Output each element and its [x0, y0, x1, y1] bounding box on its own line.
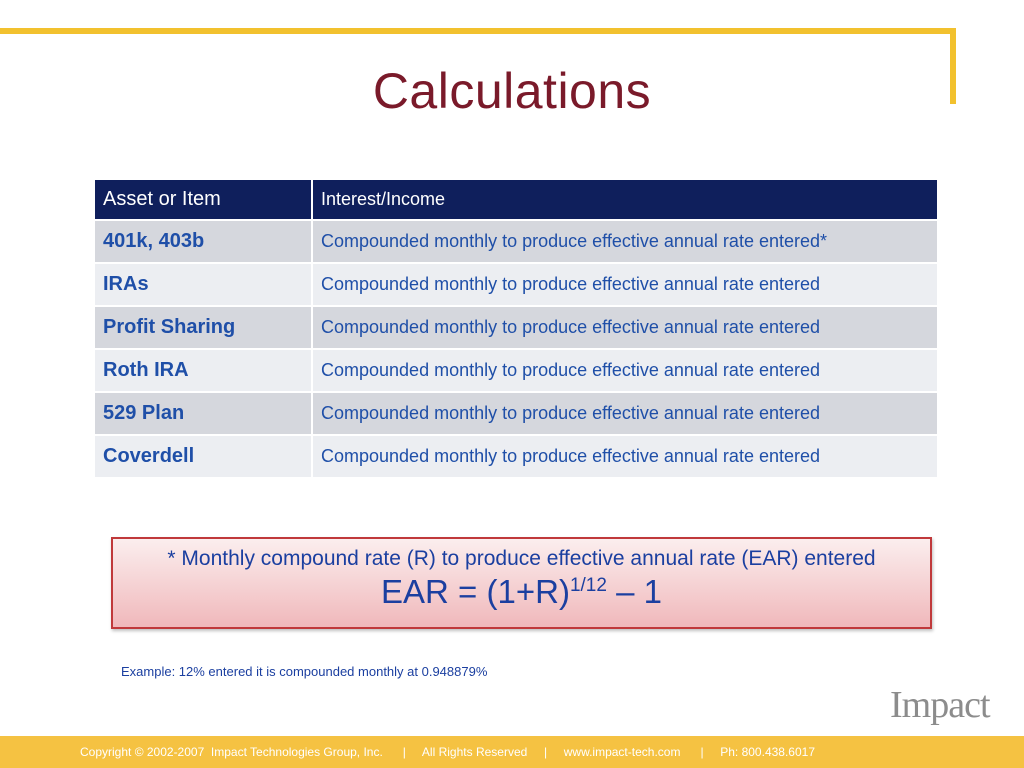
row-item: 401k, 403b	[95, 220, 313, 264]
row-interest: Compounded monthly to produce effective …	[312, 349, 939, 393]
ear-formula: EAR = (1+R)1/12 – 1	[113, 573, 930, 611]
formula-tail: – 1	[606, 573, 662, 610]
formula-base: EAR = (1+R)	[381, 573, 570, 610]
row-item: IRAs	[95, 263, 313, 307]
table-row: 529 Plan Compounded monthly to produce e…	[95, 392, 939, 436]
example-text: Example: 12% entered it is compounded mo…	[121, 664, 488, 679]
row-interest: Compounded monthly to produce effective …	[312, 435, 939, 479]
table-row: Roth IRA Compounded monthly to produce e…	[95, 349, 939, 393]
table-row: 401k, 403b Compounded monthly to produce…	[95, 220, 939, 264]
row-interest: Compounded monthly to produce effective …	[312, 392, 939, 436]
top-accent-rule-drop	[950, 28, 956, 104]
table-row: Profit Sharing Compounded monthly to pro…	[95, 306, 939, 350]
header-asset-or-item: Asset or Item	[95, 180, 313, 221]
formula-exponent: 1/12	[569, 575, 607, 596]
row-item: Profit Sharing	[95, 306, 313, 350]
row-interest: Compounded monthly to produce effective …	[312, 263, 939, 307]
footer-text: Copyright © 2002-2007 Impact Technologie…	[80, 745, 815, 759]
header-interest-income: Interest/Income	[312, 180, 939, 221]
row-item: 529 Plan	[95, 392, 313, 436]
table-row: Coverdell Compounded monthly to produce …	[95, 435, 939, 479]
impact-logo: Impact	[890, 684, 991, 726]
table-row: IRAs Compounded monthly to produce effec…	[95, 263, 939, 307]
row-item: Roth IRA	[95, 349, 313, 393]
table-header-row: Asset or Item Interest/Income	[95, 180, 939, 221]
row-interest: Compounded monthly to produce effective …	[312, 220, 939, 264]
calculations-table: Asset or Item Interest/Income 401k, 403b…	[95, 180, 939, 479]
slide-title: Calculations	[372, 63, 652, 119]
row-interest: Compounded monthly to produce effective …	[312, 306, 939, 350]
note-text: * Monthly compound rate (R) to produce e…	[167, 547, 876, 570]
footer-bar: Copyright © 2002-2007 Impact Technologie…	[0, 736, 1024, 768]
top-accent-rule	[0, 28, 956, 34]
row-item: Coverdell	[95, 435, 313, 479]
formula-note-box: * Monthly compound rate (R) to produce e…	[111, 537, 932, 629]
